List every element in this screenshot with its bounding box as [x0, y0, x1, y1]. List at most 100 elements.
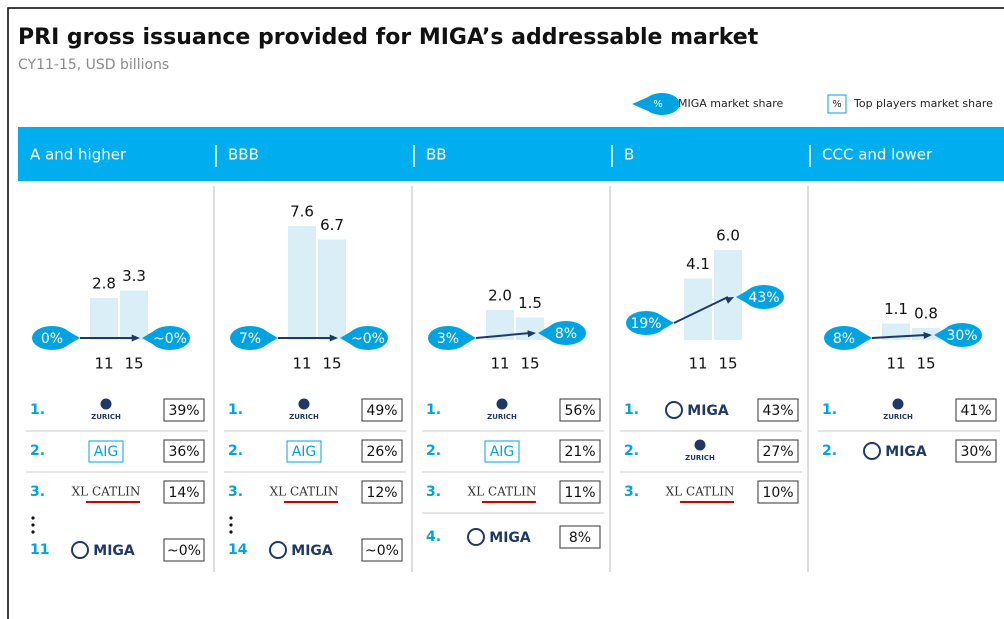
legend-bubble: [632, 93, 680, 116]
share-label: ~0%: [153, 331, 187, 347]
column-label: BB: [426, 146, 447, 164]
bar: [318, 239, 346, 340]
rank: 3.: [426, 484, 441, 500]
share-bubble: [626, 311, 666, 335]
column-label: A and higher: [30, 146, 127, 164]
logo-text: MIGA: [489, 530, 531, 546]
share-value: 12%: [366, 485, 397, 501]
logo-frame: [484, 440, 520, 463]
bar-label: 2.0: [488, 287, 512, 305]
share-box: [559, 439, 601, 463]
year-label: 15: [916, 355, 935, 373]
column-label: BBB: [228, 146, 259, 164]
logo-text: XL CATLIN: [72, 485, 141, 499]
rank: 3.: [228, 484, 243, 500]
share-box: [559, 525, 601, 549]
rank: 1.: [228, 402, 243, 418]
logo-text: MIGA: [885, 444, 927, 460]
share-bubble: [428, 326, 468, 350]
ellipsis-dot: [229, 523, 233, 527]
share-value: 21%: [564, 444, 595, 460]
bar-label: 2.8: [92, 275, 116, 293]
share-label: 0%: [41, 331, 63, 347]
share-box: [361, 480, 403, 504]
legend: % MIGA market share % Top players market…: [632, 93, 993, 116]
ellipsis-dot: [31, 523, 35, 527]
logo-text: MIGA: [291, 543, 333, 559]
rank: 1.: [624, 402, 639, 418]
share-value: 26%: [366, 444, 397, 460]
bar-label: 3.3: [122, 267, 146, 285]
share-box: [163, 439, 205, 463]
share-label: 19%: [630, 316, 661, 332]
logo-text: ZURICH: [685, 454, 715, 462]
share-bubble: [32, 326, 72, 350]
ellipsis-dot: [31, 530, 35, 534]
logo-icon: [892, 398, 904, 410]
legend-box: [827, 94, 847, 114]
year-label: 11: [94, 355, 113, 373]
header-band: [18, 127, 1004, 181]
arrow-head: [527, 330, 536, 338]
bar: [714, 250, 742, 340]
share-box: [361, 538, 403, 562]
rank: 11: [30, 542, 49, 558]
logo-text: MIGA: [93, 543, 135, 559]
logo-icon: [665, 401, 683, 419]
logo-text: XL CATLIN: [270, 485, 339, 499]
share-label: 8%: [555, 326, 577, 342]
bar: [288, 226, 316, 340]
share-box: [163, 398, 205, 422]
subtitle: CY11-15, USD billions: [18, 57, 169, 73]
share-bubble: [546, 321, 586, 345]
logo-text: XL CATLIN: [468, 485, 537, 499]
bar-label: 1.1: [884, 300, 908, 318]
year-label: 15: [322, 355, 341, 373]
share-box: [955, 439, 997, 463]
share-label: 8%: [833, 331, 855, 347]
arrow-head: [923, 331, 932, 339]
logo-text: AIG: [94, 444, 119, 460]
share-value: 27%: [762, 444, 793, 460]
share-value: 30%: [960, 444, 991, 460]
rank: 2.: [228, 443, 243, 459]
share-value: 41%: [960, 403, 991, 419]
rank: 2.: [822, 443, 837, 459]
rank: 3.: [624, 484, 639, 500]
share-value: 10%: [762, 485, 793, 501]
share-bubble: [744, 285, 784, 309]
logo-icon: [71, 541, 89, 559]
rank: 14: [228, 542, 248, 558]
bar-label: 1.5: [518, 294, 542, 312]
share-box: [757, 439, 799, 463]
legend-symbol: %: [832, 99, 842, 110]
logo-text: MIGA: [687, 403, 729, 419]
rank: 2.: [30, 443, 45, 459]
frame: [7, 7, 1004, 619]
share-bubble: [824, 326, 864, 350]
bar: [684, 278, 712, 340]
arrow-head: [725, 297, 734, 304]
year-label: 11: [886, 355, 905, 373]
logo-text: ZURICH: [883, 413, 913, 421]
trend-arrow: [475, 332, 531, 339]
logo-icon: [694, 439, 706, 451]
rank: 1.: [822, 402, 837, 418]
bar-label: 6.0: [716, 227, 740, 245]
share-bubble: [942, 323, 982, 347]
legend-label: Top players market share: [853, 97, 993, 110]
logo-frame: [286, 440, 322, 463]
rank: 3.: [30, 484, 45, 500]
rank: 4.: [426, 529, 441, 545]
logo-icon: [298, 398, 310, 410]
share-value: 11%: [564, 485, 595, 501]
share-value: 43%: [762, 403, 793, 419]
share-bubble: [230, 326, 270, 350]
share-label: ~0%: [351, 331, 385, 347]
year-label: 11: [490, 355, 509, 373]
rank: 2.: [624, 443, 639, 459]
logo-text: ZURICH: [487, 413, 517, 421]
logo-icon: [496, 398, 508, 410]
share-bubble: [348, 326, 388, 350]
year-label: 15: [124, 355, 143, 373]
